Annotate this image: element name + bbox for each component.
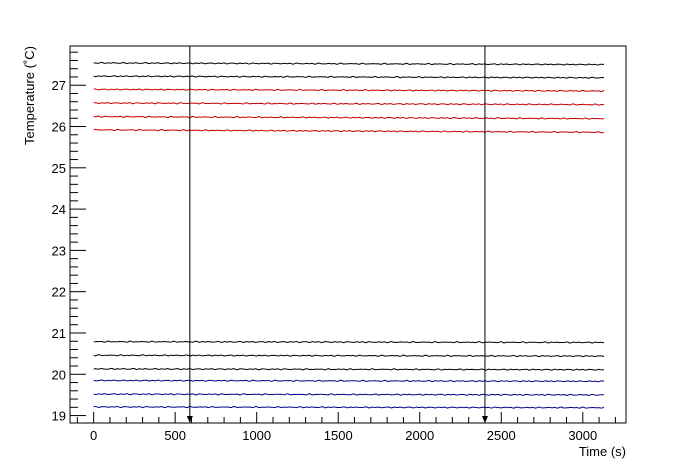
x-tick-label: 2000 [405, 428, 434, 443]
y-tick-label: 19 [52, 409, 66, 424]
y-axis: 19 20 21 22 23 24 25 26 27 [52, 51, 86, 424]
y-tick-label: 24 [52, 202, 66, 217]
y-tick-label: 25 [52, 161, 66, 176]
y-axis-title: Temperature (˚C) [22, 46, 37, 145]
y-tick-label: 20 [52, 367, 66, 382]
series-line [93, 115, 605, 120]
x-tick-label: 2500 [487, 428, 516, 443]
plot-frame [69, 45, 627, 424]
x-axis-title: Time (s) [579, 444, 626, 459]
series-line [93, 393, 605, 396]
x-tick-label: 3000 [568, 428, 597, 443]
y-tick-label: 21 [52, 326, 66, 341]
y-tick-label: 27 [52, 78, 66, 93]
series-line [93, 128, 605, 134]
series-line [93, 367, 605, 371]
y-tick-label: 23 [52, 243, 66, 258]
x-tick-label: 1000 [242, 428, 271, 443]
series-line [93, 340, 605, 344]
series-line [93, 88, 605, 92]
series-line [93, 101, 605, 106]
x-axis: 0 500 1000 1500 2000 2500 3000 [76, 412, 616, 443]
series-line [93, 75, 605, 79]
series-layer [93, 61, 605, 409]
y-tick-label: 22 [52, 285, 66, 300]
series-line [93, 405, 605, 409]
x-tick-label: 1500 [324, 428, 353, 443]
series-line [93, 61, 605, 66]
y-tick-label: 26 [52, 120, 66, 135]
x-tick-label: 0 [90, 428, 97, 443]
series-line [93, 354, 605, 358]
x-tick-label: 500 [164, 428, 186, 443]
series-line [93, 379, 605, 383]
